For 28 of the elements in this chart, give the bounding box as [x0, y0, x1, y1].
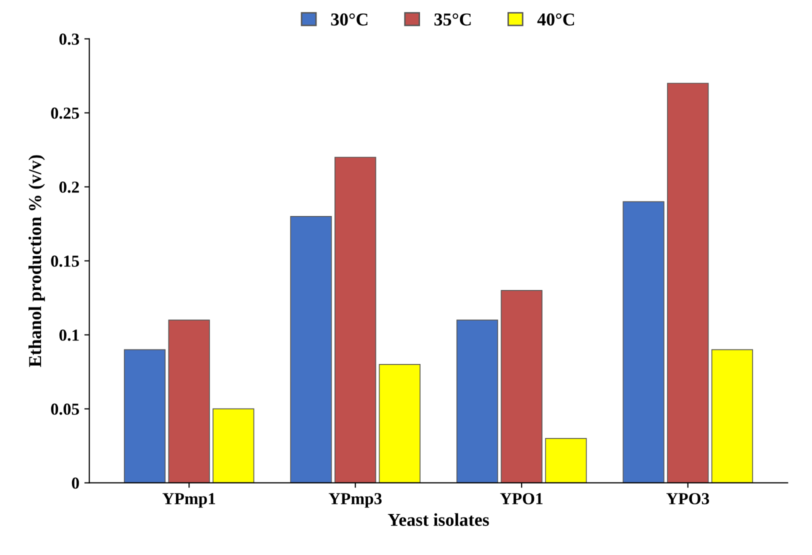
y-tick-label: 0.15: [51, 256, 79, 267]
bar: [212, 408, 254, 483]
y-tick-label: 0.3: [59, 34, 80, 45]
bar: [124, 349, 166, 483]
bar: [334, 156, 376, 483]
bar: [456, 320, 498, 483]
bar: [667, 82, 709, 483]
bar: [622, 201, 664, 483]
x-tick-label: YPmp3: [328, 493, 382, 508]
y-tick-label: 0: [72, 478, 79, 489]
y-tick-label: 0.25: [51, 108, 79, 119]
bar: [168, 320, 210, 483]
legend-label: 40°C: [537, 13, 574, 26]
bar: [545, 438, 587, 483]
legend-label: 30°C: [331, 13, 368, 26]
y-tick-label: 0.2: [59, 182, 79, 193]
y-axis-title: Ethanol production % (v/v): [28, 155, 45, 367]
y-tick-label: 0.05: [51, 404, 79, 415]
x-tick-label: YPO3: [666, 493, 710, 504]
bar: [711, 349, 754, 483]
legend-label: 35°C: [434, 13, 471, 26]
x-tick-label: YPmp1: [162, 493, 216, 508]
bar: [378, 364, 420, 483]
y-tick-label: 0.1: [59, 330, 79, 341]
bar: [500, 290, 542, 483]
bar: [290, 216, 332, 483]
x-tick-label: YPO1: [500, 493, 543, 504]
x-axis-title: Yeast isolates: [388, 513, 489, 526]
